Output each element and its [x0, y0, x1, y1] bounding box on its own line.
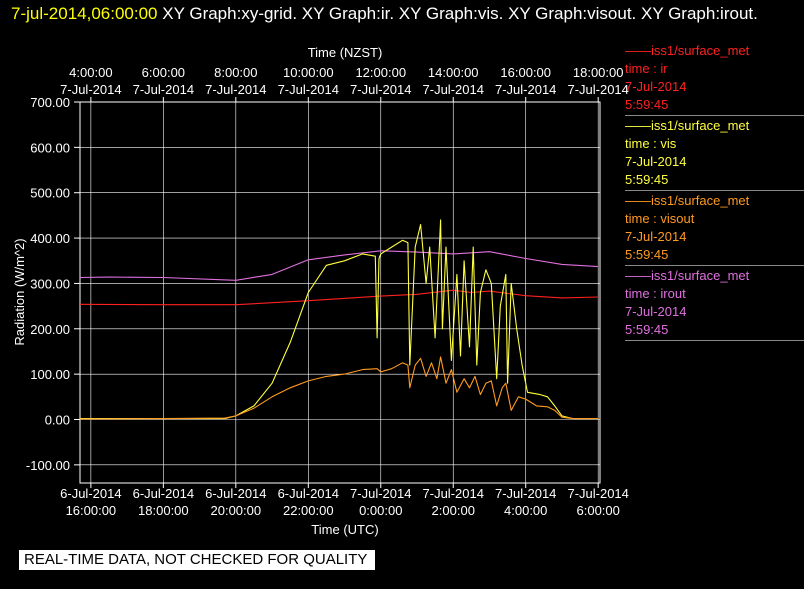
series-line-ir — [79, 289, 599, 306]
y-tick-label: 300.00 — [30, 276, 70, 291]
legend-date: 7-Jul-2014 — [625, 79, 687, 94]
legend-field: time : ir — [625, 61, 668, 76]
legend: ——iss1/surface_met time : ir 7-Jul-2014 5:5… — [625, 42, 804, 342]
x-tick-date: 7-Jul-2014 — [495, 486, 556, 501]
series-line-irout — [79, 250, 599, 281]
legend-source: ——iss1/surface_met — [625, 118, 750, 133]
y-tick-label: 700.00 — [30, 95, 70, 110]
x-tick-time: 0:00:00 — [359, 503, 402, 518]
legend-time: 5:59:45 — [625, 172, 669, 187]
legend-date: 7-Jul-2014 — [625, 154, 687, 169]
legend-time: 5:59:45 — [625, 97, 669, 112]
legend-field: time : visout — [625, 211, 695, 226]
x-tick-date: 7-Jul-2014 — [350, 486, 411, 501]
legend-field: time : irout — [625, 286, 686, 301]
x-bottom-tick-labels: 6-Jul-2014 16:00:00 6-Jul-2014 18:00:00 6-Ju… — [60, 483, 629, 518]
x-tick-date: 6-Jul-2014 — [205, 486, 266, 501]
x-tick-time: 6:00:00 — [577, 503, 620, 518]
x-top-tick-time: 18:00:00 — [573, 65, 624, 80]
x-tick-time: 22:00:00 — [283, 503, 334, 518]
x-top-tick-date: 7-Jul-2014 — [350, 82, 411, 97]
x-top-tick-date: 7-Jul-2014 — [60, 82, 121, 97]
x-tick-time: 4:00:00 — [504, 503, 547, 518]
y-tick-label: 400.00 — [30, 231, 70, 246]
grid-lines — [80, 101, 600, 483]
legend-time: 5:59:45 — [625, 322, 669, 337]
x-top-tick-date: 7-Jul-2014 — [567, 82, 628, 97]
x-tick-date: 6-Jul-2014 — [133, 486, 194, 501]
y-tick-label: 500.00 — [30, 186, 70, 201]
quality-banner: REAL-TIME DATA, NOT CHECKED FOR QUALITY — [19, 550, 376, 570]
x-top-tick-time: 10:00:00 — [283, 65, 334, 80]
x-tick-date: 7-Jul-2014 — [567, 486, 628, 501]
y-tick-label: -100.00 — [26, 458, 70, 473]
x-top-tick-date: 7-Jul-2014 — [495, 82, 556, 97]
x-top-tick-time: 4:00:00 — [69, 65, 112, 80]
legend-field: time : vis — [625, 136, 677, 151]
header-graph-list: XY Graph:xy-grid. XY Graph:ir. XY Graph:… — [162, 4, 758, 23]
x-tick-time: 18:00:00 — [138, 503, 189, 518]
x-top-tick-date: 7-Jul-2014 — [133, 82, 194, 97]
header-timestamp: 7-jul-2014,06:00:00 — [11, 4, 158, 23]
y-tick-label: 600.00 — [30, 140, 70, 155]
legend-source: ——iss1/surface_met — [625, 43, 750, 58]
series-lines — [79, 219, 599, 420]
y-tick-label: 0.00 — [45, 413, 70, 428]
x-top-tick-date: 7-Jul-2014 — [423, 82, 484, 97]
legend-date: 7-Jul-2014 — [625, 304, 687, 319]
x-axis-label-bottom: Time (UTC) — [311, 522, 378, 537]
x-tick-date: 6-Jul-2014 — [278, 486, 339, 501]
x-tick-time: 20:00:00 — [211, 503, 262, 518]
y-axis-label: Radiation (W/m^2) — [12, 238, 27, 345]
x-tick-date: 7-Jul-2014 — [423, 486, 484, 501]
x-tick-date: 6-Jul-2014 — [60, 486, 121, 501]
x-tick-time: 16:00:00 — [66, 503, 117, 518]
y-tick-labels: 700.00 600.00 500.00 400.00 300.00 200.00 100.… — [26, 95, 80, 473]
legend-time: 5:59:45 — [625, 247, 669, 262]
x-top-tick-time: 16:00:00 — [500, 65, 551, 80]
x-tick-time: 2:00:00 — [432, 503, 475, 518]
x-axis-label-top: Time (NZST) — [308, 45, 383, 60]
series-line-vis — [80, 219, 599, 420]
legend-date: 7-Jul-2014 — [625, 229, 687, 244]
y-tick-label: 200.00 — [30, 322, 70, 337]
legend-source: ——iss1/surface_met — [625, 193, 750, 208]
x-top-tick-time: 8:00:00 — [214, 65, 257, 80]
x-top-tick-date: 7-Jul-2014 — [278, 82, 339, 97]
y-tick-label: 100.00 — [30, 367, 70, 382]
header: 7-jul-2014,06:00:00 XY Graph:xy-grid. XY… — [11, 2, 801, 25]
plot-frame — [79, 101, 601, 484]
series-line-visout — [79, 356, 599, 420]
x-top-tick-time: 14:00:00 — [428, 65, 479, 80]
x-top-tick-time: 12:00:00 — [355, 65, 406, 80]
x-top-tick-time: 6:00:00 — [142, 65, 185, 80]
x-top-tick-date: 7-Jul-2014 — [205, 82, 266, 97]
x-top-tick-labels: 4:00:00 7-Jul-2014 6:00:00 7-Jul-2014 8:00:0… — [60, 65, 629, 102]
legend-source: ——iss1/surface_met — [625, 268, 750, 283]
